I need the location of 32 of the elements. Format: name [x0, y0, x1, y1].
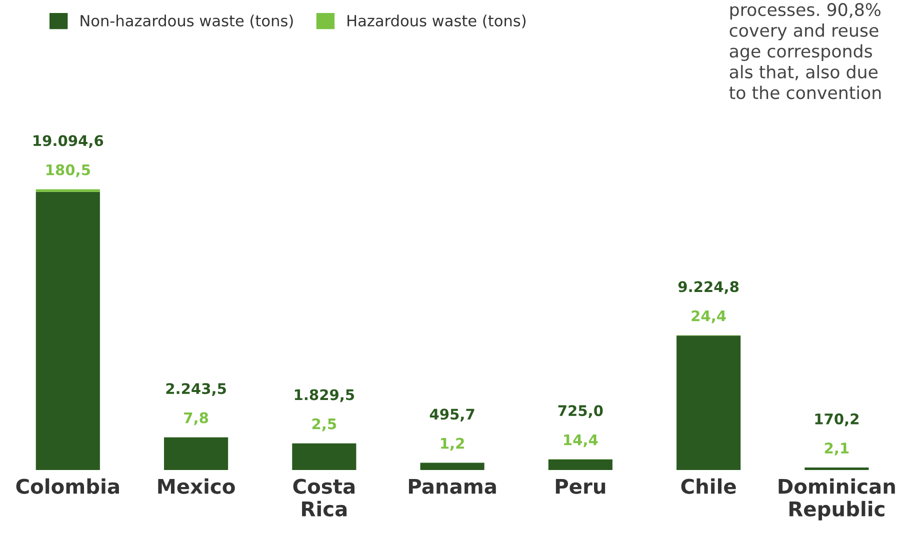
bar [420, 462, 484, 470]
data-label: 7,8 [184, 412, 208, 426]
bar [292, 443, 356, 470]
data-label: 495,7 [430, 408, 474, 422]
legend-label: Non-hazardous waste (tons) [80, 14, 293, 28]
data-label: 24,4 [692, 310, 726, 324]
bar [36, 192, 100, 470]
legend-label: Hazardous waste (tons) [348, 14, 526, 28]
bar [548, 459, 612, 470]
data-label: 9.224,8 [678, 281, 739, 294]
bar [164, 437, 228, 470]
x-tick-label: Costa Rica [293, 478, 354, 516]
data-label: 180,5 [46, 164, 90, 178]
x-tick-label: Chile [681, 478, 736, 494]
x-tick-label: Dominican Republic [778, 478, 895, 520]
data-label: 170,2 [815, 413, 858, 426]
data-label: 19.094,6 [34, 135, 104, 148]
data-label: 725,0 [558, 405, 603, 418]
data-label: 2.243,5 [166, 383, 226, 396]
text: processes. 90,8% covery and reuse age corresponds als that, also due to the convention [729, 3, 881, 100]
data-label: 14,4 [564, 434, 598, 448]
data-label: 2,5 [312, 418, 336, 432]
bar [676, 336, 741, 470]
bar [36, 189, 100, 192]
data-label: 1,2 [441, 438, 464, 451]
bar [804, 468, 869, 470]
data-label: 2,1 [824, 442, 849, 456]
x-tick-label: Mexico [158, 478, 235, 494]
x-tick-label: Panama [408, 478, 496, 494]
x-tick-label: Colombia [16, 478, 119, 494]
x-tick-label: Peru [556, 478, 606, 494]
data-label: 1.829,5 [294, 389, 354, 402]
